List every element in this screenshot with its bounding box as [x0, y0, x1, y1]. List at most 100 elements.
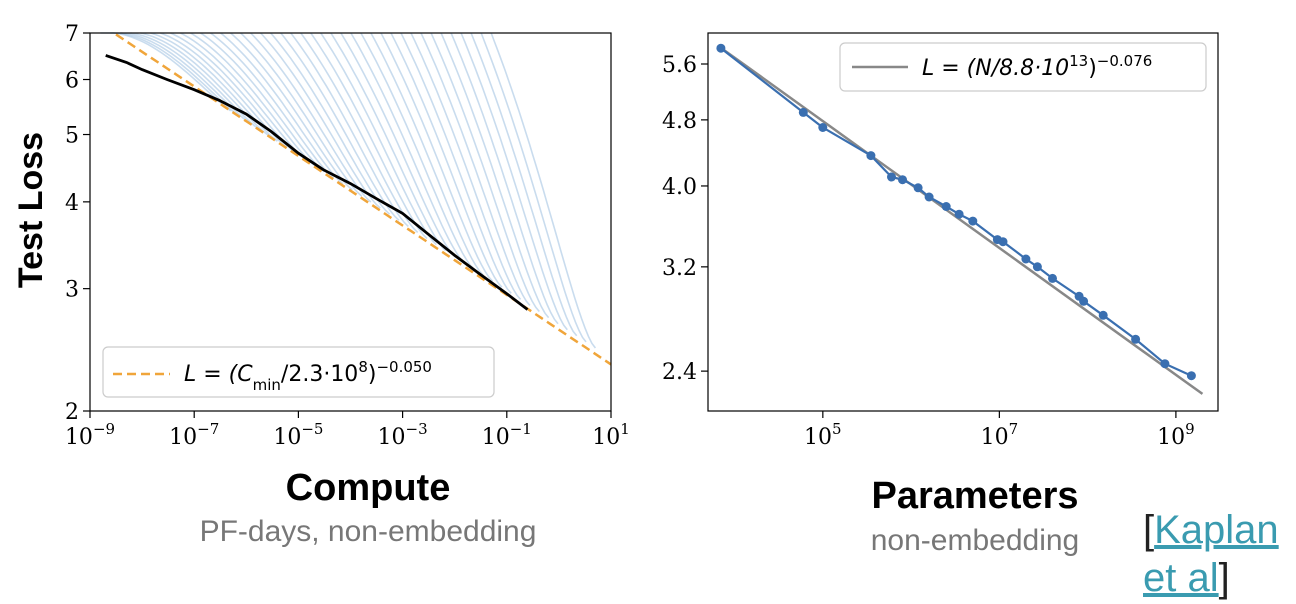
training-run-line	[440, 32, 550, 319]
left-plot-frame	[89, 32, 612, 412]
training-run-line	[260, 32, 381, 209]
y-tick-label: 2	[65, 400, 79, 425]
left-legend-label: L = (Cmin/2.3·108)−0.050	[184, 358, 432, 394]
training-run-line	[250, 32, 372, 203]
data-point	[716, 43, 726, 53]
left-legend: L = (Cmin/2.3·108)−0.050	[102, 346, 495, 398]
compute-fit-line	[115, 33, 612, 366]
training-run-line	[210, 32, 335, 179]
y-tick-label: 3.2	[662, 256, 697, 281]
y-tick-label: 4.0	[662, 175, 697, 200]
left-x-axis-subtitle: PF-days, non-embedding	[200, 515, 537, 548]
training-run-line	[110, 32, 241, 118]
training-runs	[100, 32, 597, 349]
training-run-line	[460, 32, 568, 331]
training-run-line	[320, 32, 437, 246]
training-run-line	[410, 32, 522, 300]
citation-open-bracket: [	[1143, 508, 1155, 552]
training-run-line	[450, 32, 559, 325]
training-run-line	[370, 32, 484, 276]
data-point	[898, 175, 907, 185]
y-tick-label: 3	[65, 278, 79, 303]
x-tick-label: 10−7	[169, 420, 219, 450]
training-run-line	[470, 32, 578, 337]
compute-frontier-line	[105, 54, 529, 311]
x-tick-label: 107	[981, 420, 1019, 450]
x-tick-label: 10−3	[378, 420, 428, 450]
data-point	[818, 123, 828, 132]
data-point	[968, 216, 978, 226]
data-point	[798, 107, 808, 117]
parameters-series	[716, 43, 1196, 381]
right-x-axis-subtitle: non-embedding	[871, 524, 1080, 557]
training-run-line	[230, 32, 353, 191]
left-y-axis-title: Test Loss	[12, 132, 50, 288]
x-tick-label: 10−9	[65, 420, 115, 450]
data-point	[1021, 254, 1031, 264]
y-tick-label: 4	[65, 191, 79, 216]
data-point	[1098, 310, 1108, 320]
citation: [Kaplan et al]	[1143, 506, 1279, 602]
training-run-line	[400, 32, 512, 294]
data-point	[941, 202, 951, 211]
citation-close-bracket: ]	[1218, 556, 1230, 600]
training-run-line	[220, 32, 344, 185]
right-x-axis: 105 107 109	[804, 411, 1195, 450]
x-tick-label: 109	[1157, 420, 1195, 450]
y-tick-label: 2.4	[662, 360, 697, 385]
training-run-line	[330, 32, 447, 252]
y-tick-label: 5.6	[662, 53, 697, 78]
right-plot-frame	[707, 32, 1219, 412]
data-point	[1079, 296, 1089, 306]
data-point	[1032, 262, 1042, 272]
data-point	[1048, 273, 1057, 283]
training-run-line	[200, 32, 325, 173]
training-run-line	[310, 32, 428, 240]
x-tick-label: 105	[804, 420, 842, 450]
citation-link-line2[interactable]: et al	[1143, 556, 1219, 600]
series-line	[720, 47, 1192, 377]
training-run-line	[290, 32, 409, 227]
y-tick-label: 7	[65, 22, 79, 47]
fit-line	[115, 33, 612, 366]
left-chart: 2 3 4 5 6 7 10−9 10−7 10−5 10−3 10−1 101 L = (Cmin…	[12, 22, 630, 548]
training-run-line	[430, 32, 540, 313]
training-run-line	[280, 32, 400, 221]
data-point	[954, 209, 964, 219]
parameters-fit-line	[720, 46, 1204, 395]
right-legend-label: L = (N/8.8·1013)−0.076	[922, 52, 1152, 81]
right-x-axis-title: Parameters	[871, 475, 1078, 517]
training-run-line	[300, 32, 419, 233]
y-tick-label: 5	[65, 124, 79, 149]
training-run-line	[380, 32, 494, 282]
x-tick-label: 10−5	[273, 420, 323, 450]
training-run-line	[190, 32, 316, 167]
data-point	[998, 237, 1008, 247]
right-legend: L = (N/8.8·1013)−0.076	[839, 42, 1207, 92]
y-tick-label: 6	[65, 69, 79, 94]
training-run-line	[340, 32, 456, 258]
data-point	[887, 172, 896, 182]
training-run-line	[350, 32, 466, 264]
data-point	[1186, 371, 1196, 381]
training-run-line	[180, 32, 307, 161]
training-run-line	[420, 32, 531, 306]
training-run-line	[360, 32, 475, 270]
fit-line	[720, 46, 1204, 395]
data-point	[1131, 334, 1141, 344]
y-tick-label: 4.8	[662, 109, 697, 134]
training-run-line	[270, 32, 391, 215]
left-x-axis-title: Compute	[286, 467, 451, 509]
right-chart: 2.4 3.2 4.0 4.8 5.6 105 107 109 L = (N/8.8·101…	[662, 32, 1219, 557]
data-point	[866, 151, 876, 161]
training-run-line	[480, 32, 587, 343]
x-tick-label: 10−1	[482, 420, 532, 450]
data-point	[913, 183, 923, 193]
right-y-axis: 2.4 3.2 4.0 4.8 5.6	[662, 53, 708, 385]
training-run-line	[170, 32, 297, 155]
citation-link-line1[interactable]: Kaplan	[1154, 508, 1279, 552]
right-legend-box	[839, 42, 1207, 92]
training-run-line	[390, 32, 503, 288]
training-run-line	[240, 32, 363, 197]
